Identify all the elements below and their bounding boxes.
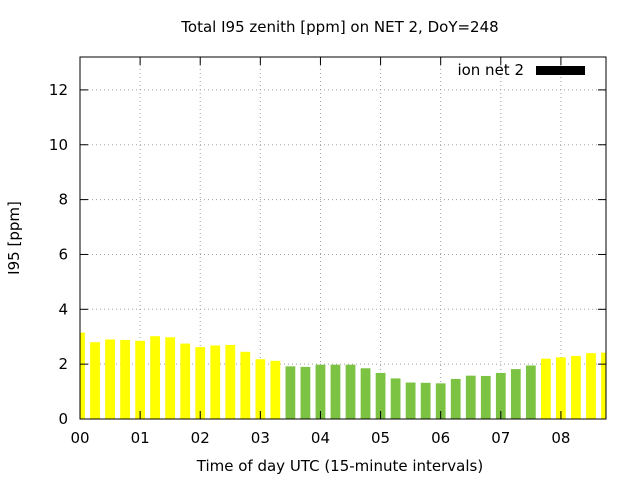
bar <box>270 360 281 419</box>
bar <box>195 347 206 419</box>
legend-label: ion net 2 <box>457 61 524 79</box>
bar <box>80 332 85 419</box>
bar <box>285 366 296 419</box>
x-axis-title: Time of day UTC (15-minute intervals) <box>196 457 483 475</box>
legend: ion net 2 <box>457 61 585 79</box>
bar <box>330 364 341 419</box>
bar <box>405 382 416 419</box>
x-tick-label: 05 <box>371 429 390 447</box>
x-tick-label: 04 <box>311 429 330 447</box>
bar <box>255 359 266 419</box>
bar <box>571 355 581 419</box>
legend-swatch <box>536 66 585 75</box>
y-tick-label: 10 <box>49 136 68 154</box>
bar <box>510 369 521 419</box>
y-tick-label: 4 <box>58 300 68 318</box>
chart-title: Total I95 zenith [ppm] on NET 2, DoY=248 <box>180 18 498 36</box>
bar <box>360 368 371 419</box>
bars-layer <box>80 332 606 419</box>
y-tick-label: 6 <box>58 245 68 263</box>
bar <box>225 344 236 419</box>
x-tick-label: 08 <box>551 429 570 447</box>
bar <box>541 358 551 419</box>
bar <box>165 337 176 419</box>
bar <box>105 339 115 419</box>
bar <box>556 357 566 419</box>
bar <box>90 342 100 419</box>
x-tick-label: 01 <box>131 429 150 447</box>
bar <box>210 345 221 419</box>
bar <box>450 378 461 419</box>
bar <box>525 365 536 419</box>
bar <box>586 353 596 419</box>
x-tick-label: 06 <box>431 429 450 447</box>
bar <box>465 375 476 419</box>
bar <box>420 382 431 419</box>
y-axis-title: I95 [ppm] <box>5 201 23 275</box>
bar <box>601 352 606 419</box>
bar <box>180 343 191 419</box>
y-tick-label: 0 <box>58 410 68 428</box>
bar <box>375 372 386 419</box>
bar <box>240 351 251 419</box>
bar <box>495 372 506 419</box>
y-tick-label: 8 <box>58 191 68 209</box>
x-tick-label: 00 <box>70 429 89 447</box>
grid-layer <box>80 57 606 419</box>
bar <box>135 340 145 419</box>
bar <box>435 383 446 419</box>
bar <box>480 375 491 419</box>
plot-frame <box>79 56 607 420</box>
bar <box>315 364 326 419</box>
y-tick-label: 2 <box>58 355 68 373</box>
bar <box>300 366 311 419</box>
x-tick-label: 02 <box>191 429 210 447</box>
bar <box>390 378 401 419</box>
x-tick-label: 03 <box>251 429 270 447</box>
bar <box>345 364 356 419</box>
bar <box>120 340 130 419</box>
y-tick-label: 12 <box>49 81 68 99</box>
x-tick-label: 07 <box>491 429 510 447</box>
bar <box>150 336 161 419</box>
